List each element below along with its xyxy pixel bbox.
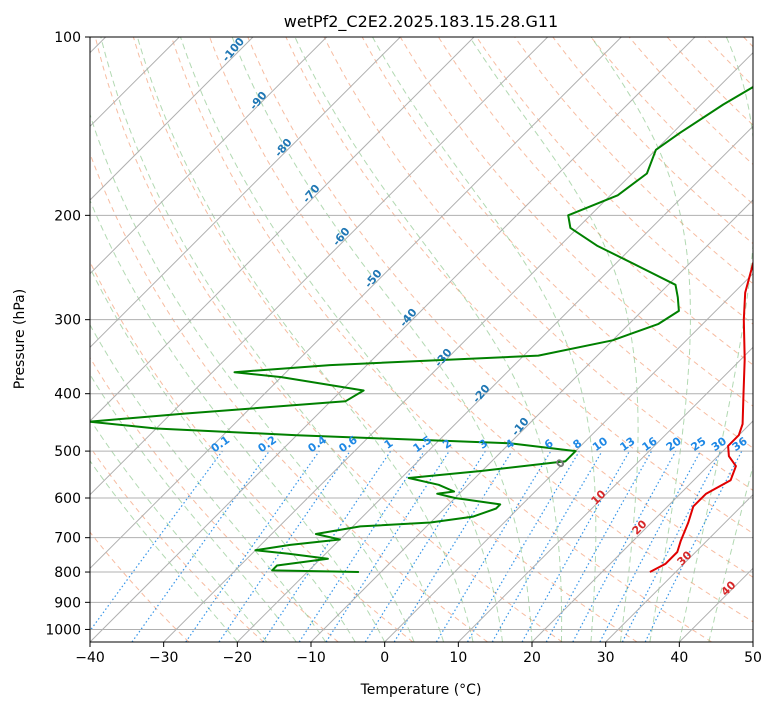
- mixing-ratio-line: [572, 450, 677, 642]
- isotherm-gridline: [90, 37, 401, 349]
- x-tick-label: −10: [296, 650, 326, 666]
- mixing-ratio-line: [218, 450, 351, 642]
- y-tick-label: 700: [54, 531, 81, 547]
- isotherm-gridline: [531, 420, 753, 642]
- x-tick-label: 40: [670, 650, 688, 666]
- y-axis-label: Pressure (hPa): [12, 289, 28, 389]
- mixing-ratio-line: [435, 450, 552, 642]
- mixing-ratio-line: [393, 450, 513, 642]
- isotherm-gridline: [90, 37, 622, 570]
- y-tick-label: 600: [54, 491, 81, 507]
- y-tick-label: 100: [54, 30, 81, 46]
- mixing-ratio-line: [521, 450, 631, 642]
- moist-adiabat-line: [590, 37, 691, 642]
- mixing-ratio-line: [466, 450, 580, 642]
- isotherm-gridline: [90, 37, 696, 642]
- x-tick-label: −20: [223, 650, 253, 666]
- temperature-profile-line: [649, 260, 753, 573]
- isotherm-gridline: [236, 125, 753, 642]
- mixing-ratio-line: [185, 450, 320, 642]
- dry-adiabat-line: [323, 37, 753, 491]
- dry-adiabat-line: [437, 37, 753, 366]
- isotherm-gridline: [384, 272, 753, 642]
- dewpoint-profile-line: [90, 85, 753, 573]
- moist-adiabat-line: [708, 464, 753, 642]
- moist-adiabat-line: [90, 373, 297, 642]
- y-tick-label: 500: [54, 444, 81, 460]
- x-tick-label: 0: [380, 650, 389, 666]
- y-tick-label: 1000: [45, 622, 81, 638]
- dry-adiabat-line: [90, 260, 414, 642]
- x-tick-label: −30: [149, 650, 179, 666]
- mixing-ratio-line: [131, 450, 270, 642]
- moist-adiabat-line: [90, 266, 356, 642]
- plot-frame: [89, 36, 754, 643]
- moist-adiabat-line: [180, 37, 503, 642]
- mixing-ratio-line: [90, 450, 223, 632]
- moist-adiabat-line: [294, 37, 563, 642]
- grid-lines: [90, 37, 753, 642]
- x-tick-label: 10: [449, 650, 467, 666]
- mixing-ratio-line: [491, 450, 603, 642]
- y-tick-label: 800: [54, 565, 81, 581]
- y-tick-label: 400: [54, 387, 81, 403]
- isotherm-gridline: [90, 37, 328, 275]
- isotherm-gridline: [90, 37, 475, 422]
- plot-area: [90, 37, 753, 642]
- dry-adiabat-line: [399, 37, 753, 407]
- mixing-ratio-line: [364, 450, 486, 642]
- dry-adiabat-line: [285, 37, 753, 534]
- dry-adiabat-line: [90, 356, 339, 642]
- moist-adiabat-line: [231, 37, 533, 642]
- y-tick-label: 200: [54, 208, 81, 224]
- isotherm-gridline: [90, 37, 549, 496]
- x-tick-label: 20: [523, 650, 541, 666]
- moist-adiabat-line: [371, 37, 597, 642]
- moist-adiabat-line: [100, 37, 445, 642]
- moist-adiabat-line: [90, 112, 415, 642]
- moist-adiabat-line: [90, 418, 268, 642]
- isotherm-gridline: [605, 493, 753, 642]
- x-tick-label: 30: [597, 650, 615, 666]
- moist-adiabat-line: [469, 37, 639, 642]
- moist-adiabat-line: [90, 460, 238, 642]
- x-tick-label: 50: [744, 650, 762, 666]
- dry-adiabat-line: [90, 531, 190, 642]
- y-tick-label: 900: [54, 595, 81, 611]
- moist-adiabat-line: [90, 323, 327, 642]
- chart-title: wetPf2_C2E2.2025.183.15.28.G11: [284, 12, 558, 32]
- dry-adiabat-line: [94, 37, 563, 642]
- dry-adiabat-line: [247, 37, 753, 578]
- isotherm-gridline: [90, 37, 254, 201]
- dry-adiabat-line: [209, 37, 753, 623]
- profile-series: [90, 85, 753, 573]
- y-tick-label: 300: [54, 313, 81, 329]
- isotherm-gridline: [457, 346, 753, 642]
- dry-adiabat-line: [132, 37, 638, 642]
- x-tick-label: −40: [75, 650, 105, 666]
- isotherm-gridline: [163, 51, 753, 642]
- axis-ticks: −40 −30 −20 −10 0 10 20 30 40 50 100 200 300 400 500 60…: [45, 30, 762, 666]
- moist-adiabat-line: [90, 199, 386, 642]
- x-axis-label: Temperature (°C): [360, 682, 482, 698]
- background-reference-lines: [90, 37, 753, 642]
